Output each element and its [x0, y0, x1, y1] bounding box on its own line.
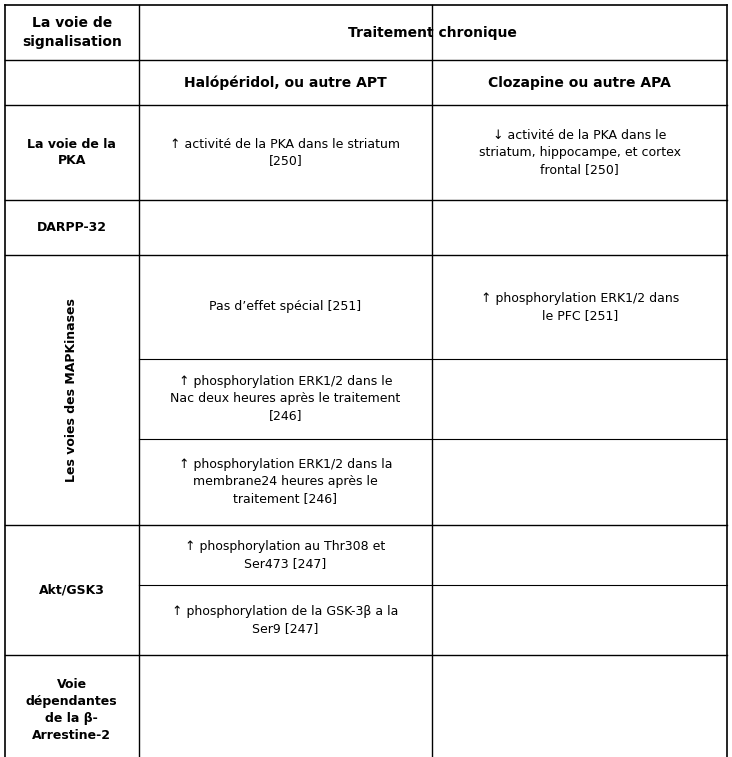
Text: ↑ phosphorylation de la GSK-3β a la
Ser9 [247]: ↑ phosphorylation de la GSK-3β a la Ser9…: [172, 605, 399, 635]
Text: ↑ phosphorylation ERK1/2 dans
le PFC [251]: ↑ phosphorylation ERK1/2 dans le PFC [25…: [481, 292, 679, 322]
Text: La voie de
signalisation: La voie de signalisation: [22, 17, 122, 48]
Text: Halópéridol, ou autre APT: Halópéridol, ou autre APT: [184, 75, 387, 90]
Text: ↑ phosphorylation ERK1/2 dans la
membrane24 heures après le
traitement [246]: ↑ phosphorylation ERK1/2 dans la membran…: [179, 458, 392, 506]
Text: Clozapine ou autre APA: Clozapine ou autre APA: [488, 76, 671, 89]
Text: Les voies des MAPKinases: Les voies des MAPKinases: [65, 298, 78, 482]
Text: La voie de la
PKA: La voie de la PKA: [27, 138, 116, 167]
Text: ↑ phosphorylation au Thr308 et
Ser473 [247]: ↑ phosphorylation au Thr308 et Ser473 [2…: [185, 540, 386, 570]
Text: Voie
dépendantes
de la β-
Arrestine-2: Voie dépendantes de la β- Arrestine-2: [26, 678, 118, 742]
Text: Akt/GSK3: Akt/GSK3: [39, 584, 105, 597]
Text: ↓ activité de la PKA dans le
striatum, hippocampe, et cortex
frontal [250]: ↓ activité de la PKA dans le striatum, h…: [479, 129, 681, 176]
Text: Traitement chronique: Traitement chronique: [348, 26, 518, 39]
Text: ↑ phosphorylation ERK1/2 dans le
Nac deux heures après le traitement
[246]: ↑ phosphorylation ERK1/2 dans le Nac deu…: [171, 375, 400, 422]
Text: ↑ activité de la PKA dans le striatum
[250]: ↑ activité de la PKA dans le striatum [2…: [171, 138, 400, 167]
Text: Pas d’effet spécial [251]: Pas d’effet spécial [251]: [209, 301, 362, 313]
Text: DARPP-32: DARPP-32: [37, 221, 107, 234]
